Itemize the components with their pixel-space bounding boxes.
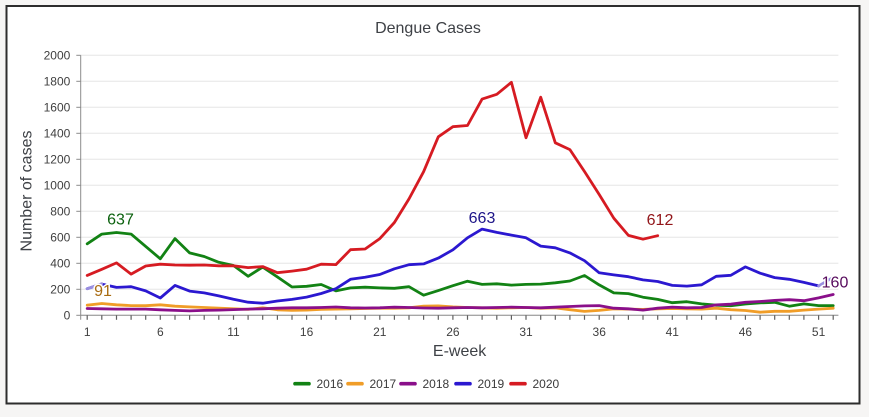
svg-text:2000: 2000 [44,49,71,63]
svg-text:663: 663 [469,210,496,227]
svg-text:26: 26 [446,325,460,339]
svg-text:0: 0 [64,309,71,323]
svg-text:2018: 2018 [423,377,450,391]
svg-text:21: 21 [373,325,387,339]
svg-text:16: 16 [300,325,314,339]
svg-text:637: 637 [107,212,134,229]
svg-text:160: 160 [822,275,849,292]
svg-text:11: 11 [227,325,240,339]
svg-text:400: 400 [50,257,70,271]
svg-text:91: 91 [94,283,112,300]
svg-text:612: 612 [647,212,674,229]
svg-text:Dengue Cases: Dengue Cases [375,20,481,37]
svg-text:1800: 1800 [44,75,71,89]
svg-text:2019: 2019 [478,377,505,391]
svg-text:Number of cases: Number of cases [19,131,36,252]
svg-text:200: 200 [50,283,70,297]
svg-text:E-week: E-week [433,343,487,360]
svg-text:600: 600 [50,231,70,245]
svg-text:800: 800 [50,205,70,219]
svg-text:2016: 2016 [317,377,344,391]
svg-text:1: 1 [84,325,91,339]
svg-text:2020: 2020 [533,377,560,391]
svg-text:46: 46 [739,325,753,339]
svg-text:1200: 1200 [44,153,71,167]
svg-text:36: 36 [593,325,607,339]
svg-text:51: 51 [812,325,826,339]
svg-text:1000: 1000 [44,179,71,193]
svg-text:31: 31 [519,325,533,339]
svg-text:6: 6 [157,325,164,339]
svg-text:41: 41 [666,325,680,339]
svg-text:1600: 1600 [44,101,71,115]
svg-text:2017: 2017 [370,377,397,391]
svg-text:1400: 1400 [44,127,71,141]
